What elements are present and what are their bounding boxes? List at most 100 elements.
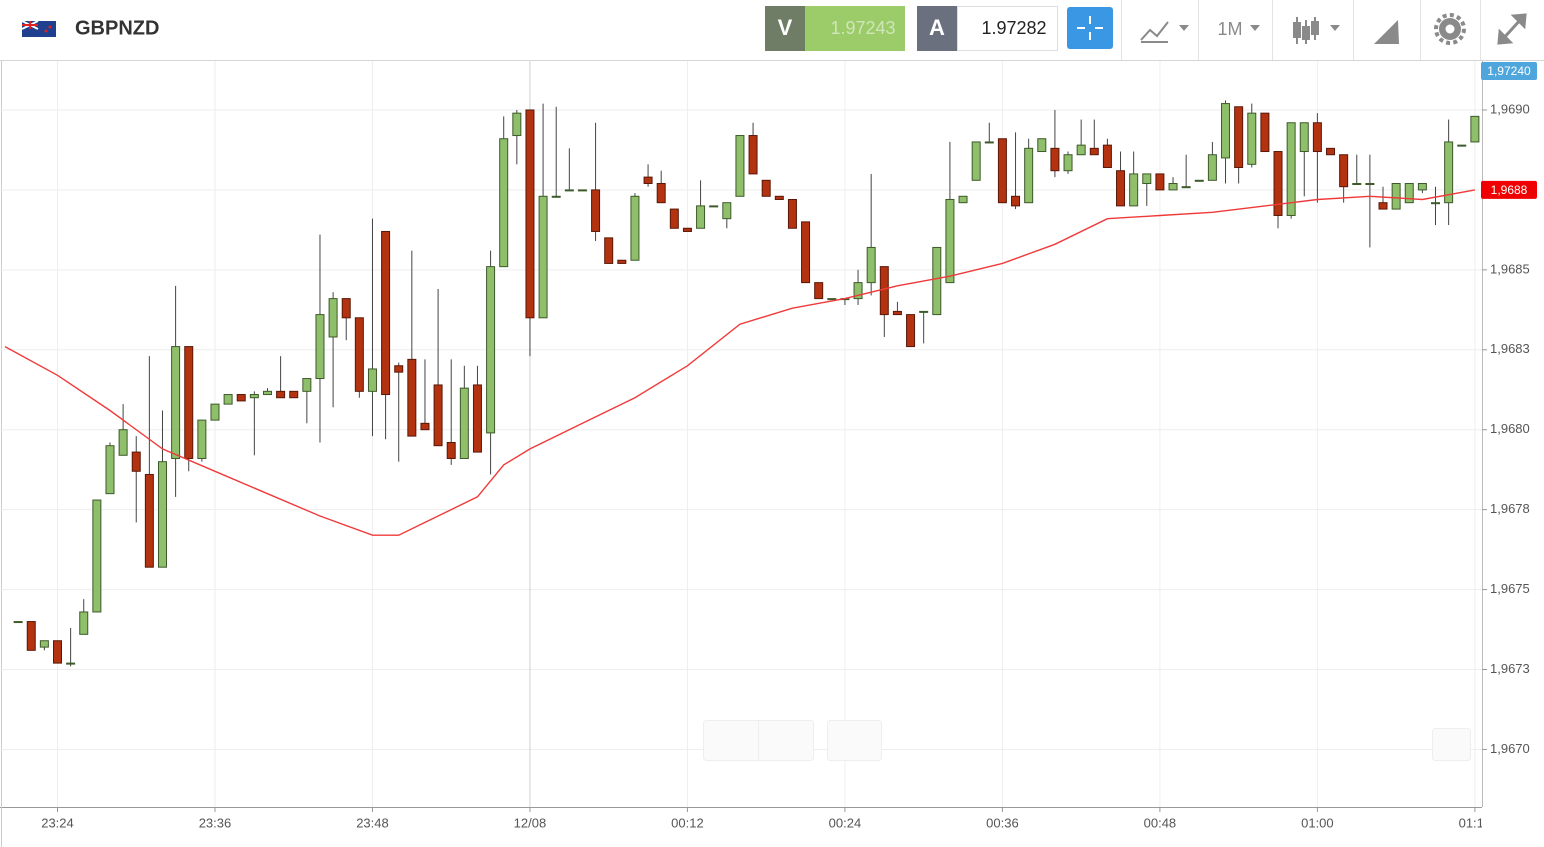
sell-price-box[interactable] xyxy=(805,6,905,51)
candle-body xyxy=(262,390,272,396)
candle-body xyxy=(879,266,889,316)
candle-body xyxy=(892,310,902,316)
candle-body xyxy=(682,227,692,232)
candle-body xyxy=(354,317,364,392)
candle-body xyxy=(1024,147,1034,204)
candle-body xyxy=(1378,202,1388,210)
candle-body xyxy=(971,141,981,181)
candle-body xyxy=(709,205,719,208)
candle-body xyxy=(249,394,259,399)
candle-body xyxy=(945,198,955,284)
candle-body xyxy=(144,473,154,568)
candle-body xyxy=(906,314,916,348)
crosshair-icon xyxy=(1077,16,1103,40)
caret[interactable] xyxy=(1179,25,1189,31)
candle-body xyxy=(656,183,666,204)
candle-body xyxy=(328,298,338,338)
candle-body xyxy=(381,230,391,396)
y-tick-label: 1,9678 xyxy=(1490,501,1530,516)
chart-type-icon[interactable] xyxy=(1140,21,1169,43)
candle-body xyxy=(1207,154,1217,181)
candle-body xyxy=(525,109,535,319)
candle-body xyxy=(787,198,797,229)
y-tick-label: 1,9673 xyxy=(1490,661,1530,676)
candle-body xyxy=(1326,147,1336,156)
candle-body xyxy=(276,390,286,399)
buy-price-box[interactable] xyxy=(957,6,1058,51)
candle-body xyxy=(1181,186,1191,189)
candle-body xyxy=(1194,179,1204,182)
y-tick-label: 1,9690 xyxy=(1490,101,1530,116)
candle-body xyxy=(1444,141,1454,204)
settings-icon[interactable] xyxy=(1434,13,1466,45)
candle-body xyxy=(26,621,36,651)
buy-label-box[interactable] xyxy=(917,6,957,51)
candle-body xyxy=(866,246,876,284)
x-tick-label: 01:12 xyxy=(1459,815,1492,830)
candle-body xyxy=(827,298,837,301)
x-tick-label: 00:12 xyxy=(671,815,704,830)
candle-body xyxy=(1011,195,1021,207)
candle-body xyxy=(1116,170,1126,207)
candle-body xyxy=(722,202,732,220)
candle-body xyxy=(761,179,771,197)
symbol: GBPNZD xyxy=(75,17,159,39)
candle-body xyxy=(472,384,482,453)
x-tick-label: 01:00 xyxy=(1301,815,1334,830)
candle-body xyxy=(564,189,574,192)
candle-body xyxy=(814,282,824,300)
x-tick-label: 00:24 xyxy=(829,815,862,830)
candle-body xyxy=(617,259,627,264)
expand-icon[interactable] xyxy=(1497,13,1527,45)
candle-body xyxy=(669,208,679,229)
x-tick-label: 23:24 xyxy=(41,815,74,830)
sell-label-box[interactable] xyxy=(765,6,805,51)
candle-body xyxy=(66,662,76,665)
timeframe[interactable]: 1M xyxy=(1217,19,1242,39)
candle-body xyxy=(1063,154,1073,172)
x-tick-label: 12/08 xyxy=(514,815,547,830)
x-axis: 23:24 23:36 23:48 12/08 00:12 00:24 00:36 00:48… xyxy=(41,807,1492,830)
candle-icon[interactable] xyxy=(1293,17,1319,44)
x-tick-label: 00:36 xyxy=(986,815,1019,830)
candle-body xyxy=(1142,173,1152,185)
candle-body xyxy=(1431,202,1441,205)
candle-body xyxy=(1221,103,1231,159)
candle-body xyxy=(315,314,325,380)
y-tick-label: 1,9683 xyxy=(1490,341,1530,356)
plot xyxy=(4,100,1480,667)
candle-body xyxy=(1129,173,1139,207)
candle-body xyxy=(919,310,929,313)
price-tag-label: 1,9688 xyxy=(1491,183,1528,197)
candle-body xyxy=(748,135,758,175)
caret[interactable] xyxy=(1250,25,1260,31)
candle-body xyxy=(367,368,377,392)
candle-body xyxy=(184,346,194,459)
candle-body xyxy=(302,378,312,392)
candle-body xyxy=(1247,112,1257,165)
y-tick-label: 1,9670 xyxy=(1490,741,1530,756)
caret[interactable] xyxy=(1330,25,1340,31)
candle-body xyxy=(1260,112,1270,153)
candle-body xyxy=(1352,183,1362,186)
candle-body xyxy=(735,135,745,197)
crosshair-button[interactable] xyxy=(1067,7,1113,49)
buy-label[interactable]: A xyxy=(929,15,945,40)
candle-body xyxy=(1391,183,1401,210)
sell-label[interactable]: V xyxy=(778,15,793,40)
candle-body xyxy=(1299,122,1309,153)
sell-price[interactable]: 1.97243 xyxy=(830,18,895,38)
candle-body xyxy=(1417,183,1427,191)
candle-body xyxy=(984,141,994,144)
buy-price[interactable]: 1.97282 xyxy=(981,18,1046,38)
candle-body xyxy=(131,451,141,472)
candle-body xyxy=(171,346,181,459)
candle-body xyxy=(1286,122,1296,216)
candle-body xyxy=(486,266,496,434)
candle-body xyxy=(643,176,653,185)
candle-body xyxy=(774,195,784,200)
candle-body xyxy=(1339,154,1349,188)
draw-icon[interactable] xyxy=(1374,20,1399,44)
